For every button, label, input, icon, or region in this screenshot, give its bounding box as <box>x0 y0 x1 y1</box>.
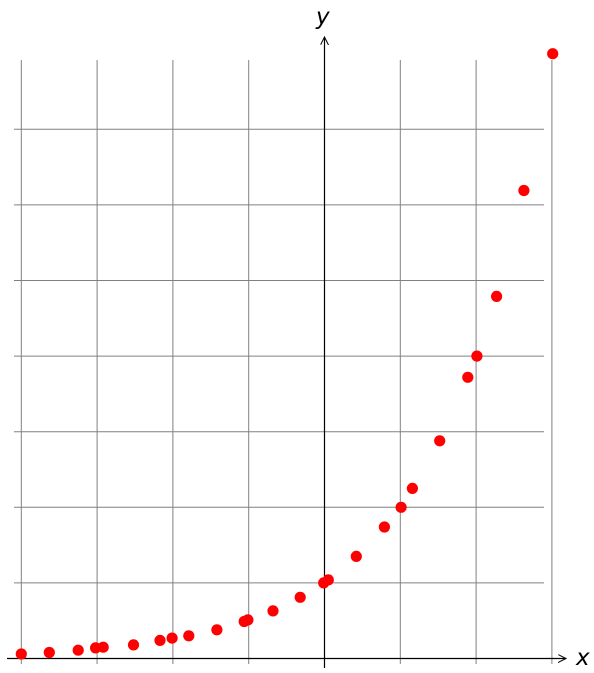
data-point <box>16 648 27 659</box>
data-point <box>351 551 362 562</box>
data-point <box>167 633 178 644</box>
data-point <box>98 642 109 653</box>
data-point <box>242 614 253 625</box>
data-point <box>462 372 473 383</box>
data-point <box>379 521 390 532</box>
grid <box>14 60 552 664</box>
axes <box>7 37 566 668</box>
data-point <box>295 592 306 603</box>
data-point <box>547 48 558 59</box>
data-point <box>407 483 418 494</box>
data-point <box>154 635 165 646</box>
data-point <box>128 639 139 650</box>
data-point <box>211 624 222 635</box>
data-point <box>518 185 529 196</box>
data-point <box>44 647 55 658</box>
x-axis-label: x <box>575 645 590 671</box>
data-point <box>267 605 278 616</box>
data-point <box>396 502 407 513</box>
data-point <box>73 645 84 656</box>
data-point <box>434 435 445 446</box>
data-point <box>471 351 482 362</box>
data-point <box>323 574 334 585</box>
y-axis-label: y <box>315 4 330 30</box>
data-point <box>183 630 194 641</box>
data-point <box>491 291 502 302</box>
